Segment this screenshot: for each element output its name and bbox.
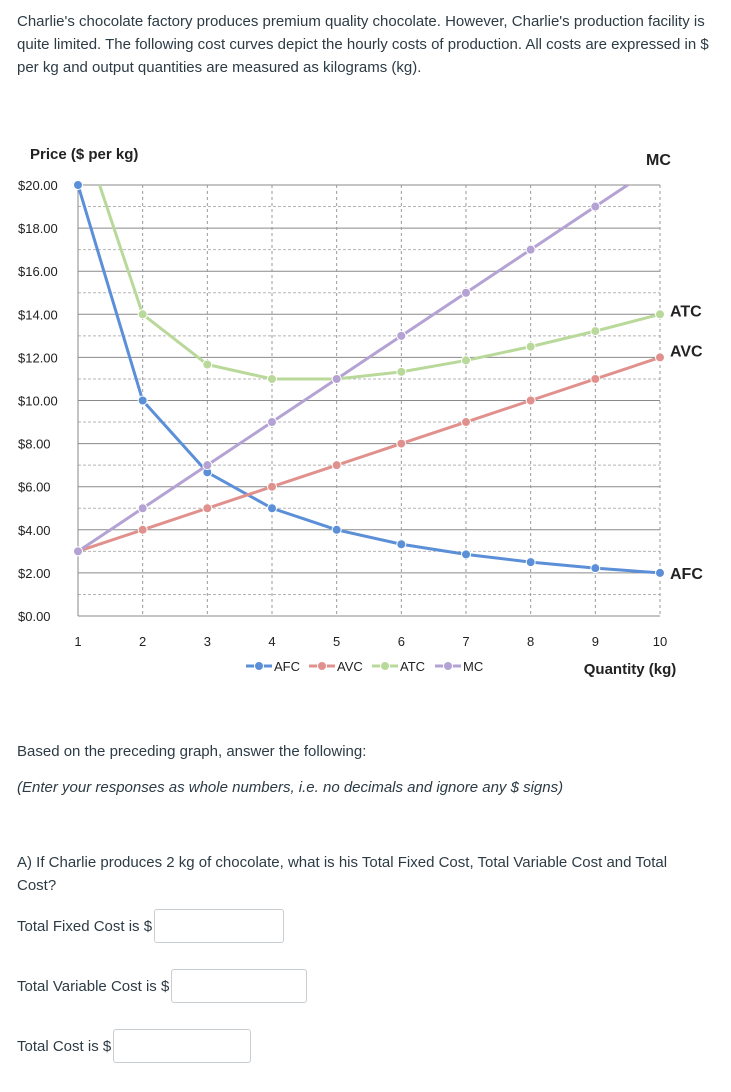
x-tick-label: 5 bbox=[333, 634, 340, 649]
atc-point bbox=[525, 341, 536, 352]
mc-point bbox=[461, 287, 471, 298]
total-cost-input[interactable] bbox=[113, 1029, 252, 1063]
afc-legend-label: AFC bbox=[274, 659, 300, 674]
afc-line bbox=[76, 185, 661, 575]
x-axis-title: Quantity (kg) bbox=[584, 661, 677, 678]
afc-point bbox=[396, 539, 407, 550]
afc-point bbox=[525, 557, 536, 568]
afc-point bbox=[655, 567, 665, 578]
mc-point bbox=[267, 417, 277, 428]
total-fixed-cost-label: Total Fixed Cost is $ bbox=[17, 917, 153, 935]
atc-point bbox=[461, 355, 471, 366]
instruction-text: Based on the preceding graph, answer the… bbox=[17, 743, 367, 760]
cost-curves-chart: $0.00 $2.00 $4.00 $6.00 $8.00 $10.00 $12.00 $14… bbox=[18, 146, 703, 678]
atc-point bbox=[396, 366, 407, 377]
y-tick-label: $16.00 bbox=[18, 264, 58, 279]
afc-legend-marker bbox=[254, 661, 264, 671]
y-tick-label: $0.00 bbox=[18, 609, 51, 624]
atc-curve-label: ATC bbox=[670, 303, 702, 320]
y-tick-label: $6.00 bbox=[18, 480, 51, 495]
avc-point bbox=[461, 417, 471, 428]
y-axis-title: Price ($ per kg) bbox=[30, 146, 138, 163]
afc-point bbox=[590, 563, 601, 574]
mc-legend-marker bbox=[443, 661, 453, 671]
mc-point bbox=[590, 201, 601, 212]
mc-point bbox=[137, 503, 148, 514]
avc-point bbox=[202, 503, 213, 514]
avc-point bbox=[267, 481, 277, 492]
avc-point bbox=[331, 460, 342, 471]
avc-point bbox=[525, 395, 536, 406]
atc-legend-label: ATC bbox=[400, 659, 425, 674]
avc-curve-label: AVC bbox=[670, 343, 703, 360]
x-tick-label: 1 bbox=[74, 634, 81, 649]
avc-point bbox=[655, 352, 665, 363]
total-variable-cost-label: Total Variable Cost is $ bbox=[17, 977, 170, 995]
total-variable-cost-row: Total Variable Cost is $ bbox=[17, 969, 308, 1003]
y-tick-label: $18.00 bbox=[18, 221, 58, 236]
x-tick-label: 3 bbox=[204, 634, 211, 649]
y-tick-label: $14.00 bbox=[18, 307, 58, 322]
atc-legend-marker bbox=[380, 661, 390, 671]
x-tick-label: 2 bbox=[139, 634, 146, 649]
atc-point bbox=[267, 373, 277, 384]
avc-legend-label: AVC bbox=[337, 659, 363, 674]
avc-point bbox=[137, 524, 148, 535]
mc-point bbox=[525, 244, 536, 255]
x-tick-label: 7 bbox=[462, 634, 469, 649]
avc-point bbox=[396, 438, 407, 449]
atc-point bbox=[655, 309, 665, 320]
afc-curve-label: AFC bbox=[670, 566, 703, 583]
total-cost-label: Total Cost is $ bbox=[17, 1037, 112, 1055]
mc-point bbox=[396, 330, 407, 341]
mc-point bbox=[331, 373, 342, 384]
mc-curve-label: MC bbox=[646, 152, 671, 169]
total-variable-cost-input[interactable] bbox=[171, 969, 308, 1003]
total-fixed-cost-input[interactable] bbox=[154, 909, 285, 943]
total-cost-row: Total Cost is $ bbox=[17, 1029, 252, 1063]
x-tick-label: 6 bbox=[398, 634, 405, 649]
part-a-question: A) If Charlie produces 2 kg of chocolate… bbox=[17, 854, 668, 894]
afc-point bbox=[267, 503, 277, 514]
afc-point bbox=[73, 180, 83, 190]
question-intro: Charlie's chocolate factory produces pre… bbox=[17, 13, 709, 76]
avc-point bbox=[590, 373, 601, 384]
x-tick-label: 9 bbox=[592, 634, 599, 649]
atc-point bbox=[202, 359, 213, 370]
afc-point bbox=[461, 549, 471, 560]
y-tick-label: $2.00 bbox=[18, 566, 51, 581]
mc-point bbox=[202, 460, 213, 471]
x-tick-label: 10 bbox=[653, 634, 667, 649]
afc-point bbox=[331, 524, 342, 535]
atc-point bbox=[137, 309, 148, 320]
afc-point bbox=[137, 395, 148, 406]
y-tick-label: $4.00 bbox=[18, 523, 51, 538]
mc-legend-label: MC bbox=[463, 659, 483, 674]
atc-point bbox=[590, 326, 601, 337]
x-tick-label: 4 bbox=[268, 634, 275, 649]
mc-point bbox=[73, 546, 83, 557]
y-tick-label: $12.00 bbox=[18, 350, 58, 365]
total-fixed-cost-row: Total Fixed Cost is $ bbox=[17, 909, 285, 943]
avc-line bbox=[77, 355, 661, 553]
mc-line bbox=[77, 185, 631, 553]
x-tick-label: 8 bbox=[527, 634, 534, 649]
avc-legend-marker bbox=[317, 661, 327, 671]
y-tick-label: $20.00 bbox=[18, 178, 58, 193]
instruction-note: (Enter your responses as whole numbers, … bbox=[17, 779, 564, 796]
y-tick-label: $8.00 bbox=[18, 437, 51, 452]
y-tick-label: $10.00 bbox=[18, 394, 58, 409]
atc-line bbox=[97, 185, 661, 381]
